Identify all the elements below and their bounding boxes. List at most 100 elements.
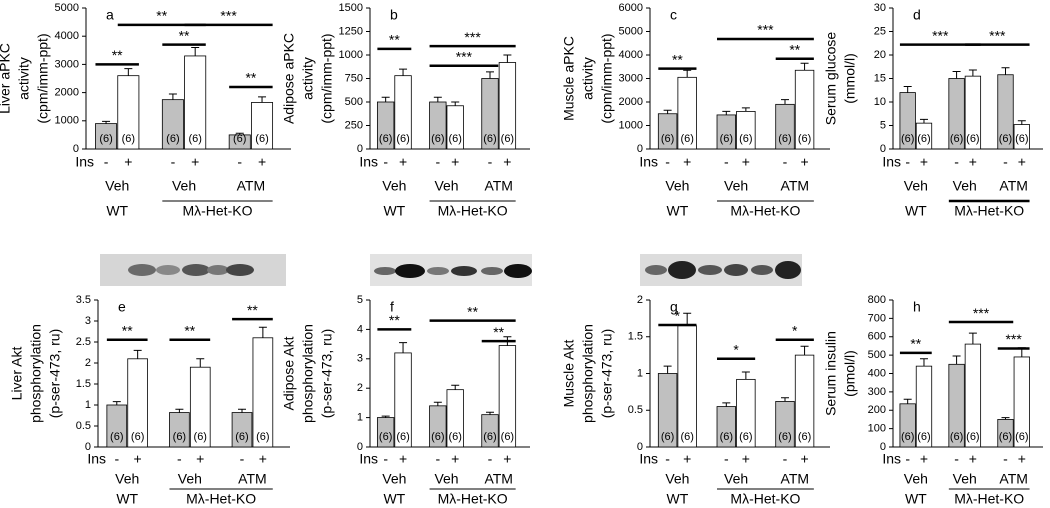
significance-label: ** (910, 336, 921, 352)
genotype-label: Mλ-Het-KO (954, 491, 1024, 507)
significance-label: *** (1005, 331, 1022, 347)
treatment-label: ATM (781, 471, 810, 487)
n-label: (6) (901, 431, 914, 443)
panel: Adipose Akt phosphorylation (p-ser-473, ru… (281, 294, 530, 507)
x-tick-label: + (124, 154, 132, 170)
blot-band (724, 264, 748, 276)
y-axis-label: Serum insulin (823, 331, 839, 416)
y-tick-label: 1 (357, 412, 363, 424)
x-tick-label: + (134, 451, 142, 467)
x-tick-label: - (177, 451, 182, 467)
n-label: (6) (501, 431, 514, 443)
y-tick-label: 0 (637, 441, 643, 453)
y-tick-label: 5 (880, 119, 886, 131)
n-label: (6) (917, 133, 930, 145)
x-tick-label: - (724, 451, 729, 467)
error-bar (399, 68, 408, 76)
y-tick-label: 2.5 (76, 336, 91, 348)
y-tick-label: 3.5 (76, 294, 91, 306)
significance-label: ** (247, 302, 258, 318)
x-tick-label: - (488, 451, 493, 467)
blot-band (156, 265, 180, 275)
n-label: (6) (680, 431, 693, 443)
y-tick-label: 4000 (619, 49, 643, 61)
n-label: (6) (661, 431, 674, 443)
n-label: (6) (720, 133, 733, 145)
significance-label: ** (467, 303, 478, 319)
y-tick-label: 3 (357, 353, 363, 365)
error-bar (919, 118, 928, 124)
treatment-label: Veh (115, 471, 139, 487)
n-label: (6) (999, 133, 1012, 145)
n-label: (6) (122, 133, 135, 145)
genotype-label: Mλ-Het-KO (182, 203, 252, 219)
y-tick-label: 20 (874, 49, 886, 61)
n-label: (6) (194, 431, 207, 443)
x-tick-label: - (783, 451, 788, 467)
n-label: (6) (798, 133, 811, 145)
genotype-label: WT (106, 203, 128, 219)
genotype-label: WT (905, 491, 927, 507)
treatment-label: Veh (724, 178, 748, 194)
y-tick-label: 500 (868, 349, 886, 361)
x-tick-label: + (683, 154, 691, 170)
bar (677, 325, 697, 448)
y-axis-label: Adipose Akt (281, 336, 297, 410)
error-bar (952, 355, 961, 365)
y-tick-label: 1.5 (628, 331, 643, 343)
x-tick-label: + (451, 154, 459, 170)
panel-letter: h (913, 299, 921, 315)
n-label: (6) (917, 431, 930, 443)
treatment-label: Veh (904, 178, 928, 194)
blot-band (207, 265, 229, 275)
x-tick-label: + (800, 154, 808, 170)
treatment-label: Veh (904, 471, 928, 487)
treatment-label: Veh (172, 178, 196, 194)
panel: Muscle Akt phosphorylation (p-ser-473, ru)… (561, 294, 830, 507)
row-label: Ins (639, 451, 658, 467)
n-label: (6) (739, 133, 752, 145)
y-axis-label: phosphorylation (300, 324, 316, 423)
treatment-label: Veh (665, 471, 689, 487)
x-tick-label: + (969, 451, 977, 467)
error-bar (781, 397, 789, 402)
error-bar (433, 96, 442, 102)
x-tick-label: - (435, 154, 440, 170)
x-tick-label: + (1018, 451, 1026, 467)
x-tick-label: + (742, 154, 750, 170)
significance-label: ** (179, 27, 190, 43)
error-bar (683, 312, 692, 326)
error-bar (1017, 120, 1026, 125)
error-bar (238, 408, 246, 413)
error-bar (722, 110, 731, 115)
panel-letter: b (390, 7, 398, 23)
significance-label: ** (184, 322, 195, 338)
y-tick-label: 0 (357, 441, 363, 453)
n-label: (6) (720, 431, 733, 443)
blot-band (751, 265, 773, 275)
error-bar (175, 408, 184, 413)
x-tick-label: + (800, 451, 808, 467)
y-tick-label: 250 (345, 119, 363, 131)
x-tick-label: - (435, 451, 440, 467)
y-tick-label: 5 (357, 294, 363, 306)
treatment-label: ATM (781, 178, 810, 194)
n-label: (6) (483, 133, 496, 145)
n-label: (6) (431, 133, 444, 145)
error-bar (968, 332, 977, 345)
y-tick-label: 10 (874, 96, 886, 108)
x-tick-label: - (240, 451, 245, 467)
y-axis-label: Liver aPKC (0, 43, 13, 114)
y-tick-label: 200 (868, 404, 886, 416)
x-tick-label: + (920, 154, 928, 170)
y-tick-label: 0 (73, 143, 79, 155)
panel-letter: d (913, 7, 921, 23)
y-tick-label: 2 (637, 294, 643, 306)
y-tick-label: 3000 (619, 72, 643, 84)
y-tick-label: 4000 (55, 30, 79, 42)
row-label: Ins (359, 154, 378, 170)
error-bar (919, 358, 928, 367)
x-tick-label: + (451, 451, 459, 467)
error-bar (112, 401, 121, 405)
panel: Liver aPKC activity (cpm/imm-ppt) a 0 1000 200… (0, 2, 291, 219)
